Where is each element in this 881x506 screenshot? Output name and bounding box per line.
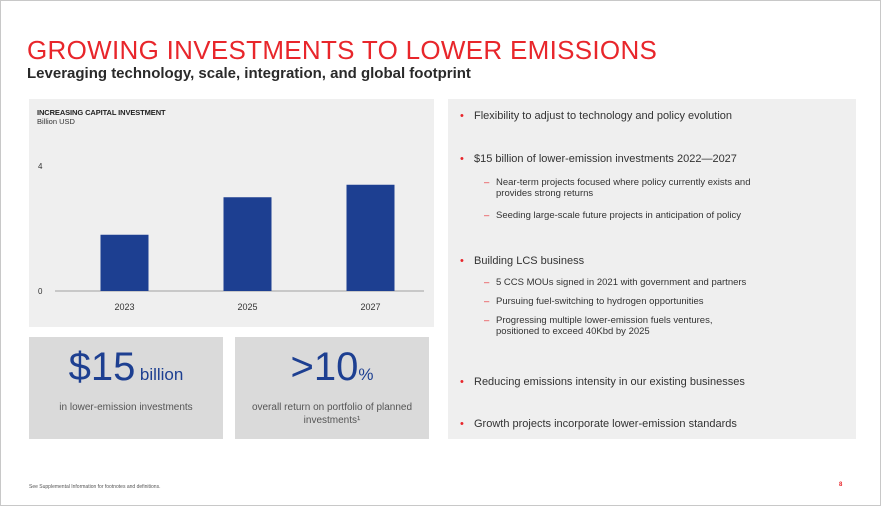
bullet-flexibility: Flexibility to adjust to technology and …: [460, 110, 732, 122]
sub-bullet-ccs: 5 CCS MOUs signed in 2021 with governmen…: [484, 277, 746, 288]
sub-bullet-near-term-text: Near-term projects focused where policy …: [496, 177, 751, 199]
chart-panel: INCREASING CAPITAL INVESTMENT Billion US…: [29, 99, 434, 327]
sub-bullet-seeding: Seeding large-scale future projects in a…: [484, 210, 741, 221]
capital-investment-chart: 0 4 2023 2025 2027: [38, 162, 424, 312]
y-tick-label: 4: [38, 162, 43, 171]
bar-2023: [100, 234, 149, 291]
stat-investment: $15 billion in lower-emission investment…: [29, 337, 223, 439]
bullet-lcs: Building LCS business: [460, 255, 584, 267]
bullet-investments: $15 billion of lower-emission investment…: [460, 153, 737, 165]
sub-bullet-fuels: Progressing multiple lower-emission fuel…: [484, 315, 713, 337]
stat-return-description: overall return on portfolio of planned i…: [251, 402, 413, 426]
sub-bullet-hydrogen: Pursuing fuel-switching to hydrogen oppo…: [484, 296, 704, 307]
slide-title: GROWING INVESTMENTS TO LOWER EMISSIONS: [27, 35, 658, 65]
x-tick-label-2027: 2027: [360, 302, 380, 312]
bullet-growth-projects: Growth projects incorporate lower-emissi…: [460, 418, 737, 430]
bullet-emissions-intensity: Reducing emissions intensity in our exis…: [460, 376, 745, 388]
bar-2025: [223, 197, 272, 291]
chart-title: INCREASING CAPITAL INVESTMENT: [37, 108, 166, 117]
stat-investment-number: $15: [68, 345, 136, 389]
stat-return-value: >10%: [235, 345, 429, 390]
bullets-panel: Flexibility to adjust to technology and …: [448, 99, 856, 439]
sub-bullet-fuels-text: Progressing multiple lower-emission fuel…: [496, 315, 713, 337]
bar-2027: [346, 184, 395, 291]
x-tick-label-2025: 2025: [237, 302, 257, 312]
stat-investment-description: in lower-emission investments: [59, 402, 193, 413]
x-tick-label-2023: 2023: [114, 302, 134, 312]
slide-subtitle: Leveraging technology, scale, integratio…: [27, 65, 471, 82]
page-number: 8: [839, 482, 843, 488]
chart-y-unit: Billion USD: [37, 117, 75, 126]
y-tick-label: 0: [38, 287, 43, 296]
stat-investment-value: $15 billion: [29, 345, 223, 390]
stat-return-unit: %: [358, 365, 374, 384]
stat-return-number: >10: [290, 345, 359, 389]
stat-investment-unit: billion: [139, 365, 184, 384]
footnote: See Supplemental Information for footnot…: [29, 484, 161, 490]
stat-return: >10% overall return on portfolio of plan…: [235, 337, 429, 439]
sub-bullet-near-term: Near-term projects focused where policy …: [484, 177, 751, 199]
